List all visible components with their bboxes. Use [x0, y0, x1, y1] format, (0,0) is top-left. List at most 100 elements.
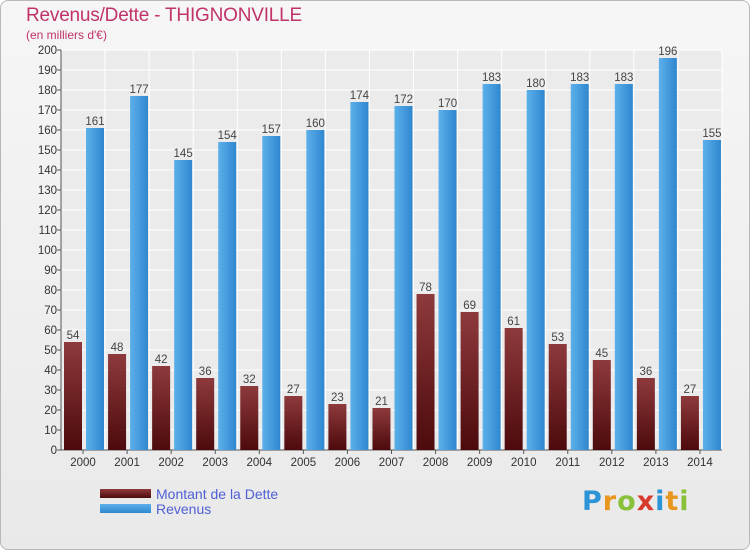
y-tick-label: 40: [44, 365, 57, 377]
bar-debt: [196, 378, 215, 450]
bar-debt: [680, 396, 699, 450]
x-tick-label: 2010: [511, 457, 537, 469]
data-label-revenue: 160: [306, 118, 325, 130]
data-label-debt: 27: [287, 384, 300, 396]
x-tick-label: 2000: [70, 457, 96, 469]
data-label-debt: 54: [67, 330, 80, 342]
data-label-revenue: 177: [129, 84, 148, 96]
data-label-debt: 69: [463, 300, 476, 312]
bar-revenue: [218, 142, 237, 450]
data-label-revenue: 157: [262, 124, 281, 136]
y-tick-label: 200: [38, 45, 57, 57]
y-tick-label: 90: [44, 265, 57, 277]
bar-debt: [636, 378, 655, 450]
data-label-revenue: 145: [174, 148, 193, 160]
x-tick-label: 2005: [291, 457, 317, 469]
y-tick-label: 10: [44, 425, 57, 437]
proxiti-logo: Proxiti: [582, 486, 690, 517]
bar-debt: [328, 404, 347, 450]
bar-debt: [108, 354, 127, 450]
data-label-debt: 45: [595, 348, 608, 360]
y-tick-label: 20: [44, 405, 57, 417]
data-label-revenue: 155: [702, 128, 721, 140]
chart-title: Revenus/Dette - THIGNONVILLE: [26, 5, 302, 26]
bar-debt: [548, 344, 567, 450]
bar-revenue: [394, 106, 413, 450]
legend-label-revenue: Revenus: [156, 501, 212, 517]
data-label-revenue: 172: [394, 94, 413, 106]
bar-revenue: [702, 140, 721, 450]
bar-debt: [240, 386, 259, 450]
y-tick-label: 50: [44, 345, 57, 357]
data-label-debt: 48: [111, 342, 124, 354]
bar-revenue: [614, 84, 633, 450]
bar-debt: [416, 294, 435, 450]
bar-revenue: [86, 128, 104, 450]
y-tick-label: 190: [38, 65, 57, 77]
x-tick-label: 2004: [247, 457, 273, 469]
x-tick-label: 2013: [643, 457, 669, 469]
y-tick-label: 70: [44, 305, 57, 317]
data-label-revenue: 180: [526, 78, 545, 90]
legend-swatch-revenue: [100, 504, 151, 513]
legend-label-debt: Montant de la Dette: [156, 486, 279, 502]
y-tick-label: 110: [39, 225, 57, 237]
data-label-debt: 42: [155, 354, 168, 366]
x-tick-label: 2007: [379, 457, 405, 469]
data-label-revenue: 183: [614, 72, 633, 84]
gridlines: [60, 49, 723, 451]
y-tick-label: 30: [44, 385, 57, 397]
data-label-revenue: 196: [658, 46, 677, 58]
x-tick-label: 2001: [114, 457, 140, 469]
y-tick-label: 180: [38, 85, 57, 97]
y-tick-label: 170: [38, 105, 57, 117]
bar-revenue: [350, 102, 369, 450]
data-label-debt: 23: [331, 392, 344, 404]
bar-revenue: [658, 58, 677, 450]
bar-revenue: [438, 110, 457, 450]
data-label-revenue: 183: [570, 72, 589, 84]
bar-revenue: [482, 84, 501, 450]
bars: [64, 58, 721, 450]
data-label-debt: 61: [507, 316, 520, 328]
axes: 0 10 20 30 40 50 60 70 80 90 100 110 120 130 140 150 160…: [38, 45, 722, 469]
y-tick-label: 130: [38, 185, 57, 197]
y-tick-label: 150: [38, 145, 57, 157]
data-label-revenue: 161: [85, 116, 104, 128]
y-tick-label: 60: [44, 325, 57, 337]
x-tick-label: 2008: [423, 457, 449, 469]
bar-revenue: [130, 96, 149, 450]
bar-debt: [504, 328, 523, 450]
x-tick-label: 2014: [687, 457, 713, 469]
data-label-debt: 36: [639, 366, 652, 378]
x-tick-label: 2003: [202, 457, 228, 469]
y-tick-label: 120: [38, 205, 57, 217]
x-tick-label: 2012: [599, 457, 625, 469]
data-labels: 54 161 48 177 42 145 36 154 32 157 27 160 23 174 21 172…: [67, 46, 722, 408]
data-label-debt: 36: [199, 366, 212, 378]
bar-debt: [372, 408, 391, 450]
y-tick-label: 100: [38, 245, 57, 257]
x-tick-label: 2002: [158, 457, 184, 469]
x-tick-label: 2006: [335, 457, 361, 469]
x-tick-label: 2009: [467, 457, 493, 469]
bar-revenue: [306, 130, 325, 450]
data-label-revenue: 183: [482, 72, 501, 84]
bar-debt: [592, 360, 611, 450]
data-label-debt: 21: [375, 396, 388, 408]
data-label-debt: 27: [684, 384, 697, 396]
y-tick-label: 0: [51, 445, 57, 457]
y-tick-label: 160: [38, 125, 57, 137]
bar-debt: [152, 366, 171, 450]
bar-revenue: [262, 136, 281, 450]
bar-revenue: [174, 160, 193, 450]
chart-subtitle: (en milliers d'€): [26, 28, 107, 42]
data-label-revenue: 154: [218, 130, 238, 142]
data-label-debt: 32: [243, 374, 256, 386]
bar-debt: [460, 312, 479, 450]
data-label-revenue: 170: [438, 98, 457, 110]
y-tick-label: 140: [38, 165, 57, 177]
y-tick-label: 80: [44, 285, 57, 297]
bar-debt: [64, 342, 82, 450]
